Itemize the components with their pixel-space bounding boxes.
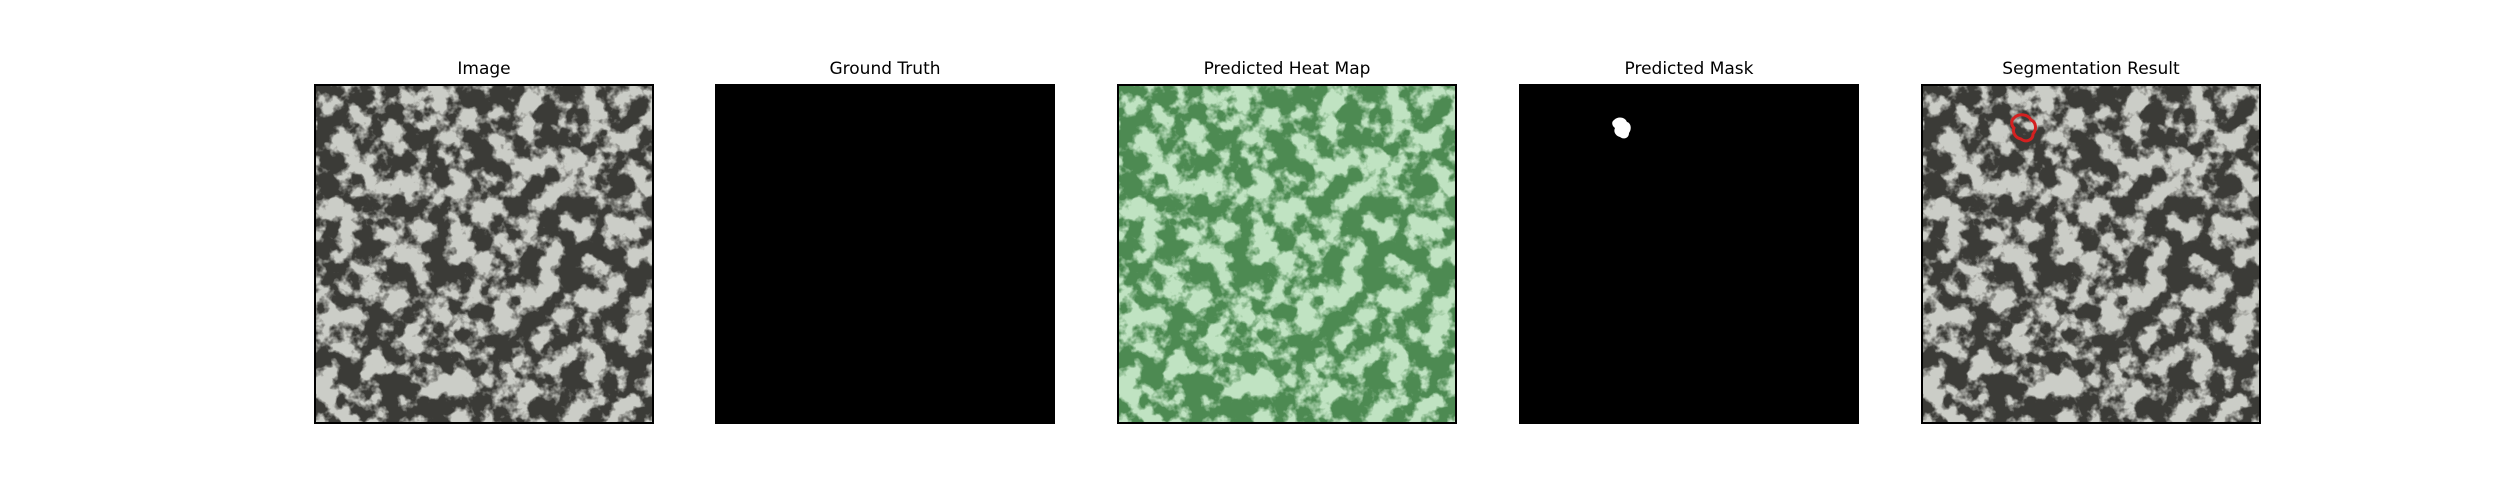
texture-pattern [316, 86, 652, 422]
segmentation-contour [2010, 113, 2037, 143]
result-texture-pattern [1923, 86, 2259, 422]
ground-truth-background [717, 86, 1053, 422]
panel-predicted-mask: Predicted Mask [1519, 58, 1859, 424]
image-frame [314, 84, 654, 424]
panel-title-image: Image [457, 59, 511, 79]
panel-ground-truth: Ground Truth [715, 58, 1055, 424]
ground-truth-mask [717, 86, 1053, 422]
panel-title-segmentation-result: Segmentation Result [2002, 59, 2180, 79]
heat-map-image [1119, 86, 1455, 422]
panel-image: Image [314, 58, 654, 424]
panel-title-ground-truth: Ground Truth [829, 59, 941, 79]
panel-heat-map: Predicted Heat Map [1117, 58, 1457, 424]
heat-map-pattern [1119, 86, 1455, 422]
segmentation-result-frame [1921, 84, 2261, 424]
predicted-mask-frame [1519, 84, 1859, 424]
mask-background [1521, 86, 1857, 422]
panel-segmentation-result: Segmentation Result [1921, 58, 2261, 424]
panel-title-heat-map: Predicted Heat Map [1203, 59, 1371, 79]
input-image [316, 86, 652, 422]
predicted-mask-image [1521, 86, 1857, 422]
heat-map-frame [1117, 84, 1457, 424]
panel-title-predicted-mask: Predicted Mask [1624, 59, 1754, 79]
ground-truth-frame [715, 84, 1055, 424]
mask-blob [1612, 117, 1631, 139]
segmentation-result-image [1923, 86, 2259, 422]
